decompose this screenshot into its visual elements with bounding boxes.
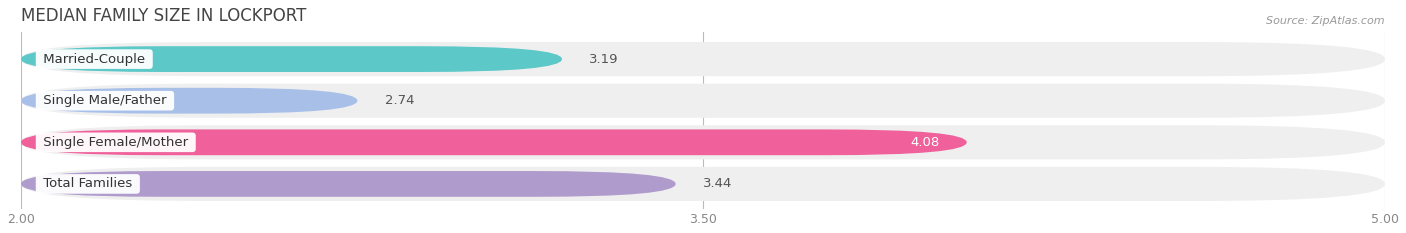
Text: 3.44: 3.44 — [703, 177, 733, 190]
Text: 4.08: 4.08 — [910, 136, 939, 149]
FancyBboxPatch shape — [21, 125, 1385, 159]
Text: 3.19: 3.19 — [589, 53, 619, 66]
FancyBboxPatch shape — [21, 46, 562, 72]
FancyBboxPatch shape — [21, 88, 357, 114]
Text: Single Female/Mother: Single Female/Mother — [39, 136, 193, 149]
Text: MEDIAN FAMILY SIZE IN LOCKPORT: MEDIAN FAMILY SIZE IN LOCKPORT — [21, 7, 307, 25]
FancyBboxPatch shape — [21, 167, 1385, 201]
Text: Single Male/Father: Single Male/Father — [39, 94, 170, 107]
FancyBboxPatch shape — [21, 42, 1385, 76]
FancyBboxPatch shape — [21, 84, 1385, 118]
FancyBboxPatch shape — [21, 171, 676, 197]
FancyBboxPatch shape — [21, 129, 967, 155]
Text: 2.74: 2.74 — [385, 94, 415, 107]
Text: Total Families: Total Families — [39, 177, 136, 190]
Text: Married-Couple: Married-Couple — [39, 53, 149, 66]
Text: Source: ZipAtlas.com: Source: ZipAtlas.com — [1267, 16, 1385, 26]
